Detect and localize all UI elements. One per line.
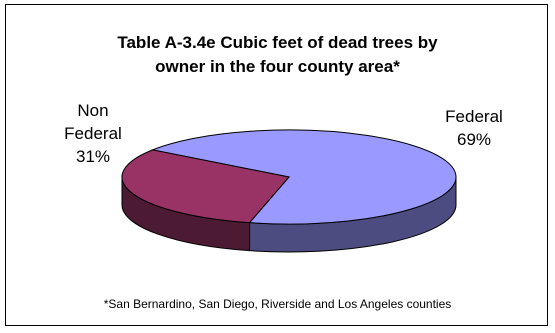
slice-label-federal: Federal 69% bbox=[424, 105, 524, 151]
slice-federal bbox=[150, 129, 457, 225]
slice-percent-federal: 69% bbox=[456, 130, 492, 149]
slice-label-non-federal-line-2: Federal bbox=[64, 124, 122, 143]
chart-frame: Table A-3.4e Cubic feet of dead trees by… bbox=[5, 4, 548, 326]
chart-title-line-1: Table A-3.4e Cubic feet of dead trees by bbox=[117, 33, 438, 52]
slice-non-federal bbox=[121, 149, 290, 224]
slice-percent-non-federal: 31% bbox=[75, 147, 111, 166]
slice-label-non-federal-line-1: Non bbox=[77, 101, 109, 120]
slice-label-non-federal: Non Federal 31% bbox=[58, 99, 128, 168]
pie-chart bbox=[121, 129, 457, 253]
chart-title-line-2: owner in the four county area* bbox=[155, 57, 400, 76]
slice-label-federal-line-1: Federal bbox=[445, 107, 503, 126]
chart-title: Table A-3.4e Cubic feet of dead trees by… bbox=[6, 31, 549, 79]
chart-footnote: *San Bernardino, San Diego, Riverside an… bbox=[103, 297, 452, 311]
